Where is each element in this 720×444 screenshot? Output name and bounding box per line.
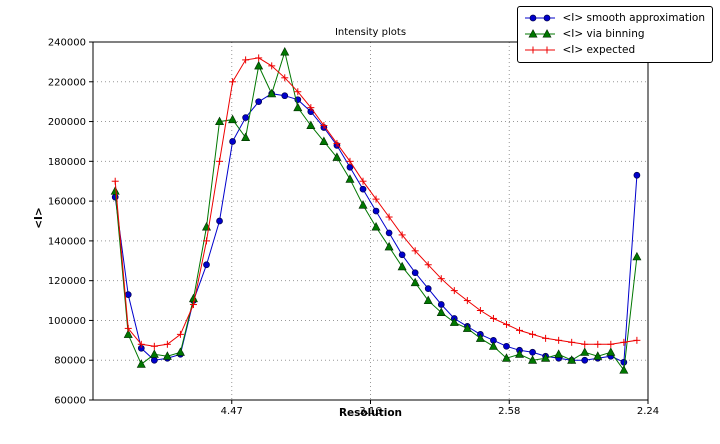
circle-marker	[255, 98, 263, 106]
legend-entry-via-binning: <I> via binning	[523, 26, 705, 42]
legend-entry-expected: <I> expected	[523, 42, 705, 58]
triangle-marker	[175, 347, 185, 356]
triangle-marker	[241, 132, 251, 141]
legend-label: <I> via binning	[562, 28, 645, 40]
y-tick-label: 100000	[48, 316, 86, 327]
y-tick-label: 200000	[48, 117, 86, 128]
triangle-marker	[567, 355, 577, 364]
circle-marker	[398, 251, 406, 259]
x-tick-label: 2.58	[498, 406, 520, 417]
triangle-marker	[162, 351, 172, 360]
triangle-marker	[319, 136, 329, 145]
chart-title: Intensity plots	[334, 27, 407, 38]
triangle-marker	[475, 333, 485, 342]
triangle-marker	[280, 47, 290, 56]
triangle-marker	[136, 359, 146, 368]
triangle-marker	[345, 174, 355, 183]
triangle-marker	[188, 293, 198, 303]
triangle-marker	[332, 152, 342, 161]
circle-marker	[216, 217, 223, 225]
y-tick-label: 140000	[48, 236, 86, 247]
legend-label: <I> expected	[562, 44, 636, 56]
y-tick-label: 220000	[48, 77, 86, 88]
triangle-marker	[149, 349, 159, 358]
circle-marker	[503, 342, 510, 350]
triangle-marker	[501, 353, 511, 362]
triangle-marker	[541, 353, 551, 362]
triangle-marker	[358, 200, 368, 209]
triangle-marker	[606, 347, 616, 356]
triangle-marker	[619, 365, 629, 374]
circle-marker	[411, 269, 419, 277]
legend-entry-smooth-approximation: <I> smooth approximation	[523, 10, 705, 26]
legend-marker-triangle-icon	[523, 28, 557, 40]
triangle-marker	[462, 323, 472, 332]
circle-marker	[385, 229, 393, 237]
x-axis-label: Resolution	[338, 407, 403, 419]
triangle-marker	[306, 120, 316, 130]
triangle-marker	[423, 295, 433, 305]
triangle-marker	[488, 341, 498, 350]
x-tick-label: 3.16	[359, 406, 381, 417]
circle-marker	[242, 114, 249, 121]
y-tick-label: 80000	[54, 356, 86, 367]
y-tick-label: 120000	[48, 276, 86, 287]
triangle-marker	[449, 317, 459, 326]
triangle-marker	[110, 186, 120, 195]
triangle-marker	[593, 351, 603, 360]
triangle-marker	[410, 277, 420, 287]
triangle-marker	[371, 222, 381, 231]
x-tick-label: 4.47	[221, 406, 243, 417]
y-tick-label: 160000	[48, 197, 86, 208]
legend-marker-plus-icon	[523, 44, 557, 56]
circle-marker	[150, 356, 158, 364]
legend-label: <I> smooth approximation	[562, 12, 705, 24]
circle-marker	[633, 171, 641, 179]
triangle-marker	[554, 349, 564, 358]
circle-marker	[424, 285, 432, 292]
circle-marker	[544, 14, 551, 22]
legend-marker-circle-icon	[523, 12, 557, 24]
y-tick-label: 240000	[48, 38, 86, 49]
circle-marker	[581, 356, 589, 364]
y-tick-label: 60000	[54, 396, 86, 407]
circle-marker	[529, 348, 536, 356]
y-tick-label: 180000	[48, 157, 86, 168]
circle-marker	[620, 358, 628, 366]
circle-marker	[530, 14, 537, 22]
triangle-marker	[267, 88, 277, 98]
triangle-marker	[228, 114, 238, 124]
circle-marker	[372, 207, 380, 215]
triangle-marker	[384, 241, 394, 251]
y-axis-label: <I>	[32, 207, 45, 229]
triangle-marker	[580, 347, 590, 356]
triangle-marker	[397, 261, 407, 271]
triangle-marker	[293, 102, 303, 112]
x-tick-label: 2.24	[637, 406, 659, 417]
triangle-marker	[436, 307, 446, 316]
circle-marker	[281, 92, 289, 100]
legend: <I> smooth approximation <I> via binning…	[517, 6, 713, 63]
circle-marker	[124, 291, 132, 298]
triangle-marker	[528, 29, 538, 38]
triangle-marker	[632, 251, 642, 261]
triangle-marker	[528, 355, 538, 364]
triangle-marker	[215, 116, 225, 126]
circle-marker	[359, 185, 367, 193]
triangle-marker	[123, 329, 133, 338]
triangle-marker	[515, 349, 525, 358]
triangle-marker	[254, 60, 264, 70]
circle-marker	[203, 261, 210, 269]
triangle-marker	[542, 29, 552, 38]
circle-marker	[229, 138, 236, 145]
circle-marker	[437, 301, 445, 308]
